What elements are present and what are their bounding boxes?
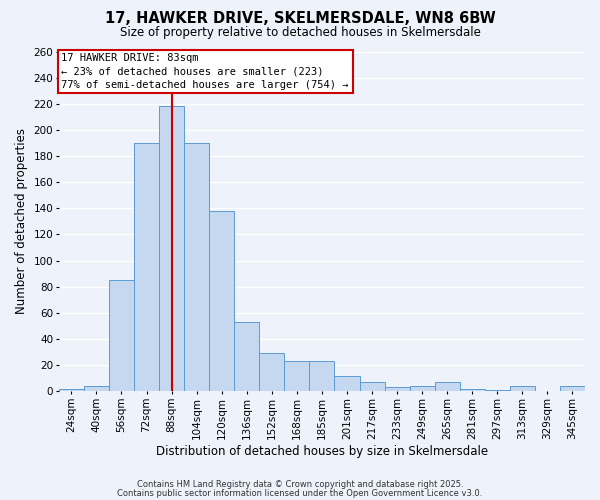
Text: Contains public sector information licensed under the Open Government Licence v3: Contains public sector information licen… [118, 489, 482, 498]
Bar [159, 106, 184, 392]
Bar [284, 361, 310, 392]
Bar [84, 386, 109, 392]
Bar [234, 322, 259, 392]
Text: 17, HAWKER DRIVE, SKELMERSDALE, WN8 6BW: 17, HAWKER DRIVE, SKELMERSDALE, WN8 6BW [104, 11, 496, 26]
Bar [359, 382, 385, 392]
Text: 17 HAWKER DRIVE: 83sqm
← 23% of detached houses are smaller (223)
77% of semi-de: 17 HAWKER DRIVE: 83sqm ← 23% of detached… [61, 53, 349, 90]
Bar [184, 143, 209, 392]
Bar [134, 143, 159, 392]
Bar [560, 386, 585, 392]
Bar [59, 388, 84, 392]
X-axis label: Distribution of detached houses by size in Skelmersdale: Distribution of detached houses by size … [156, 444, 488, 458]
Bar [109, 280, 134, 392]
Bar [209, 211, 234, 392]
Text: Size of property relative to detached houses in Skelmersdale: Size of property relative to detached ho… [119, 26, 481, 39]
Bar [510, 386, 535, 392]
Y-axis label: Number of detached properties: Number of detached properties [15, 128, 28, 314]
Bar [434, 382, 460, 392]
Text: Contains HM Land Registry data © Crown copyright and database right 2025.: Contains HM Land Registry data © Crown c… [137, 480, 463, 489]
Bar [485, 390, 510, 392]
Bar [334, 376, 359, 392]
Bar [310, 361, 334, 392]
Bar [410, 386, 434, 392]
Bar [385, 388, 410, 392]
Bar [259, 354, 284, 392]
Bar [460, 388, 485, 392]
